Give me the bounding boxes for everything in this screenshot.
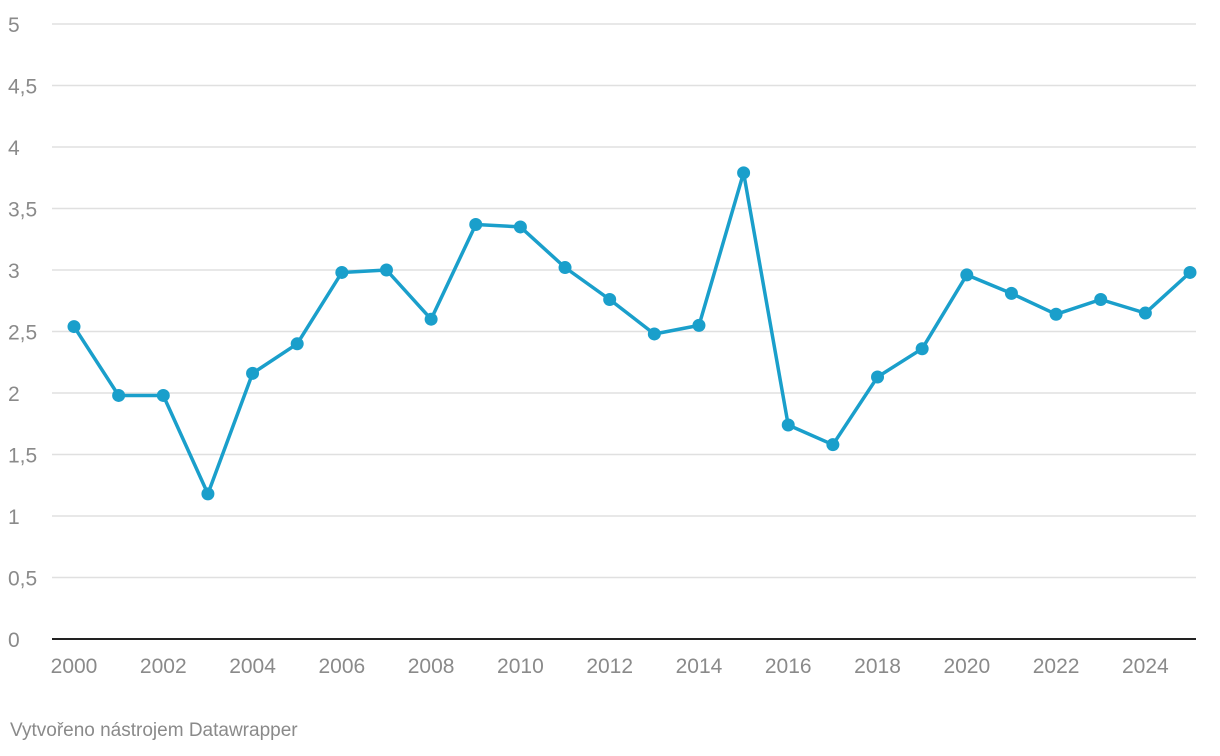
data-point	[603, 293, 617, 307]
y-tick-label: 2	[8, 383, 20, 406]
x-tick-label: 2018	[854, 655, 901, 678]
x-tick-label: 2022	[1033, 655, 1080, 678]
series-line	[72, 171, 1192, 496]
data-point	[558, 261, 572, 275]
data-point	[960, 268, 974, 282]
data-point	[737, 166, 751, 180]
x-tick-label: 2012	[586, 655, 633, 678]
data-point	[1004, 286, 1018, 300]
data-point	[1049, 307, 1063, 321]
data-point	[201, 487, 215, 501]
data-point	[246, 366, 260, 380]
data-point	[469, 217, 483, 231]
y-tick-label: 1,5	[8, 445, 37, 468]
y-tick-label: 4,5	[8, 76, 37, 99]
y-tick-label: 3,5	[8, 199, 37, 222]
data-point	[1138, 306, 1152, 320]
data-point	[112, 388, 126, 402]
data-point	[290, 337, 304, 351]
credit-footer: Vytvořeno nástrojem Datawrapper	[10, 720, 298, 741]
y-tick-label: 0	[8, 629, 20, 652]
data-point	[1094, 293, 1108, 307]
data-point	[335, 265, 349, 279]
data-point	[1183, 265, 1197, 279]
data-point	[424, 312, 438, 326]
series-points	[67, 166, 1197, 501]
x-axis-tick-labels: 2000 2002 2004 2006 2008 2010 2012 2014 2016 2018…	[51, 655, 1169, 678]
x-tick-label: 2006	[318, 655, 365, 678]
y-tick-label: 3	[8, 260, 20, 283]
data-point	[67, 320, 81, 334]
line-chart: 00,511,522,533,544,55 2000 2002 2004 2006 20…	[8, 14, 1197, 678]
data-point	[513, 220, 527, 234]
y-tick-label: 5	[8, 14, 20, 37]
gridlines	[52, 23, 1196, 579]
data-point	[692, 318, 706, 332]
data-point	[781, 418, 795, 432]
x-tick-label: 2000	[51, 655, 98, 678]
x-tick-label: 2010	[497, 655, 544, 678]
x-tick-label: 2016	[765, 655, 812, 678]
data-point	[915, 342, 929, 356]
data-point	[379, 263, 393, 277]
x-tick-label: 2002	[140, 655, 187, 678]
y-axis-tick-labels: 0 0,5 1 1,5 2 2,5 3 3,5 4 4,5 5	[8, 14, 37, 652]
x-tick-label: 2020	[943, 655, 990, 678]
data-point	[871, 370, 885, 384]
x-tick-label: 2008	[408, 655, 455, 678]
data-point	[156, 388, 170, 402]
y-tick-label: 4	[8, 137, 20, 160]
y-tick-label: 2,5	[8, 322, 37, 345]
data-point	[647, 327, 661, 341]
x-tick-label: 2014	[676, 655, 723, 678]
y-tick-label: 1	[8, 506, 20, 529]
x-tick-label: 2004	[229, 655, 276, 678]
x-tick-label: 2024	[1122, 655, 1169, 678]
data-point	[826, 438, 840, 452]
y-tick-label: 0,5	[8, 568, 37, 591]
